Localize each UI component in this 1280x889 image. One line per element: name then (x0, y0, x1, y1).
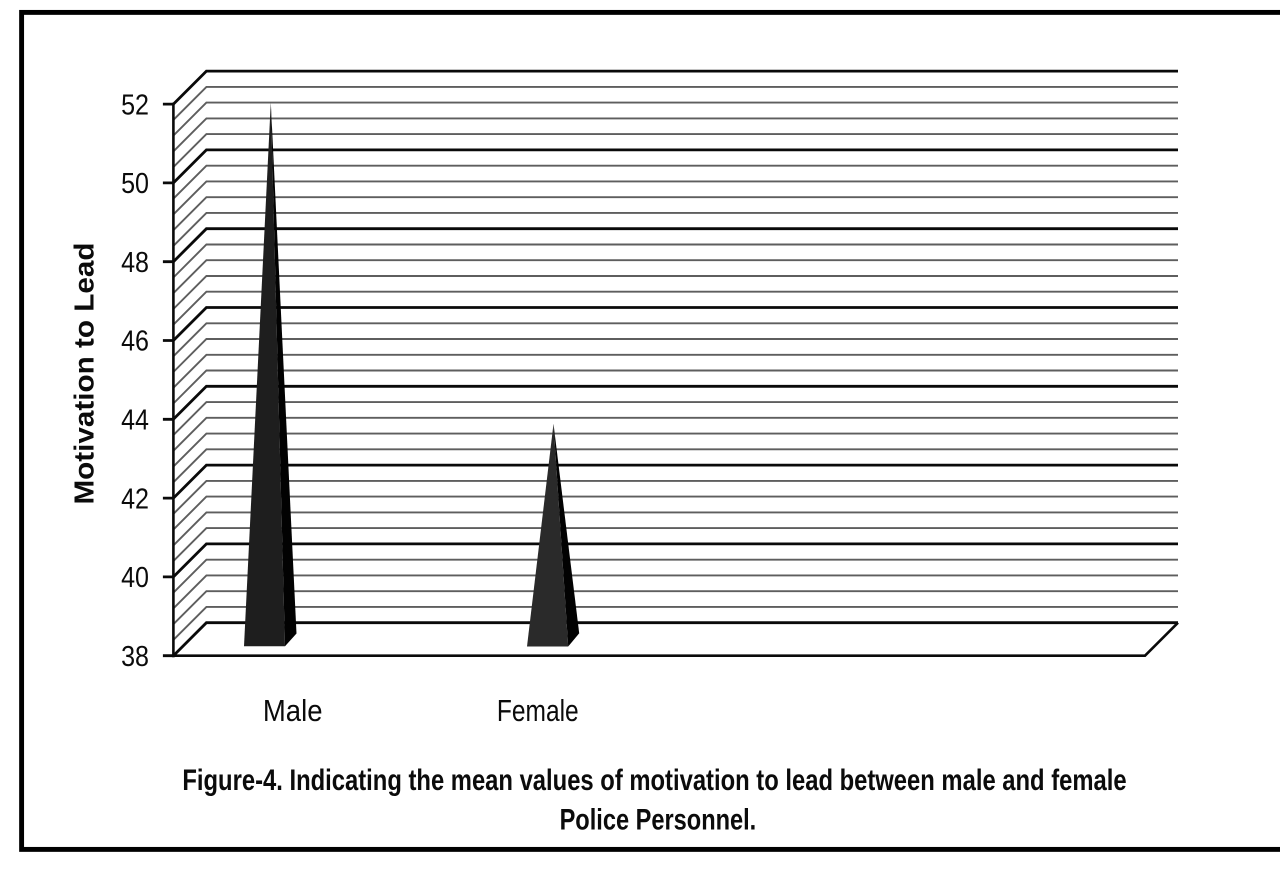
svg-text:Motivation to Lead: Motivation to Lead (69, 242, 100, 504)
svg-text:Figure-4. Indicating the mean: Figure-4. Indicating the mean values of … (182, 764, 1126, 797)
svg-text:46: 46 (121, 325, 149, 357)
svg-text:48: 48 (121, 246, 149, 278)
svg-text:38: 38 (121, 640, 149, 672)
svg-text:Female: Female (497, 693, 579, 727)
svg-text:40: 40 (121, 562, 149, 594)
svg-text:52: 52 (121, 89, 149, 121)
svg-text:42: 42 (121, 483, 149, 515)
svg-text:Male: Male (263, 693, 323, 728)
svg-text:Police Personnel.: Police Personnel. (560, 803, 757, 836)
svg-text:44: 44 (121, 404, 149, 436)
svg-text:50: 50 (121, 168, 149, 200)
